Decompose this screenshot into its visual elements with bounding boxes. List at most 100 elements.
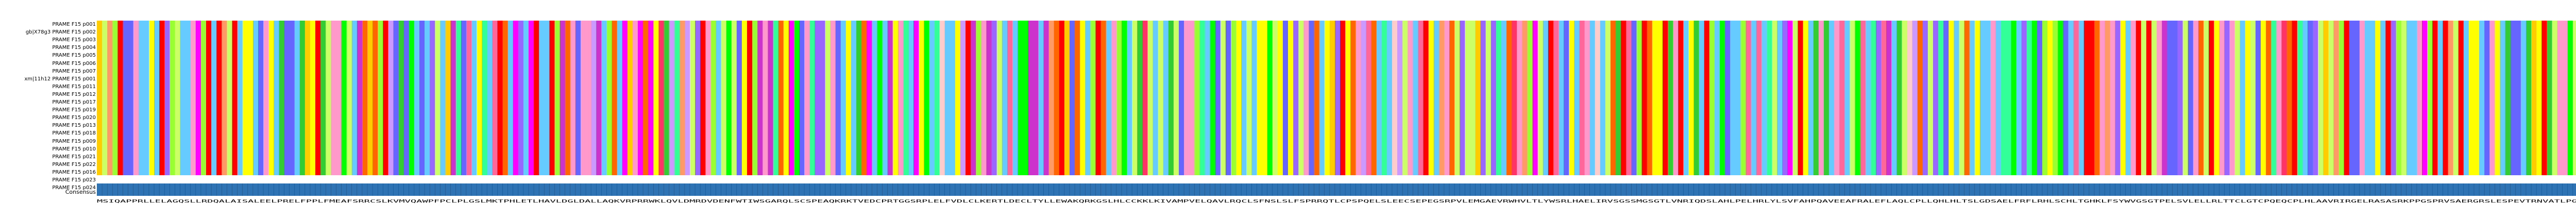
alignment-column — [440, 21, 446, 175]
alignment-column — [1350, 21, 1356, 175]
alignment-column — [700, 21, 706, 175]
sequence-name[interactable]: PRAME F15 p006 — [52, 60, 96, 66]
alignment-column — [425, 21, 430, 175]
alignment-column — [128, 21, 134, 175]
alignment-column — [544, 21, 550, 175]
alignment-column — [695, 21, 701, 175]
sequence-name[interactable]: PRAME F15 p001 — [52, 22, 96, 27]
alignment-column — [190, 21, 196, 175]
alignment-column — [1438, 21, 1445, 175]
sequence-name[interactable]: PRAME F15 p011 — [52, 83, 96, 90]
alignment-column — [143, 21, 149, 175]
alignment-column — [2209, 21, 2214, 175]
alignment-column — [1506, 21, 1512, 175]
alignment-column — [1023, 21, 1028, 175]
sequence-name[interactable]: PRAME F15 p021 — [52, 154, 96, 160]
alignment-column — [2198, 21, 2204, 175]
alignment-column — [2515, 21, 2521, 175]
alignment-column — [2510, 21, 2516, 175]
sequence-name[interactable]: PRAME F15 p005 — [52, 53, 96, 59]
sequence-name[interactable]: PRAME F15 p004 — [52, 45, 96, 51]
alignment-column — [1314, 21, 1320, 175]
alignment-column — [976, 21, 981, 175]
alignment-column — [2120, 21, 2126, 175]
alignment-column — [2031, 21, 2038, 175]
alignment-column — [471, 21, 477, 175]
sequence-name[interactable]: PRAME F15 p012 — [52, 91, 96, 97]
alignment-column — [2214, 21, 2219, 175]
alignment-column — [981, 21, 987, 175]
alignment-column — [2068, 21, 2074, 175]
alignment-column — [793, 21, 800, 175]
alignment-column — [1933, 21, 1939, 175]
sequence-name[interactable]: PRAME F15 p016 — [52, 169, 96, 175]
sequence-name[interactable]: PRAME F15 p010 — [52, 146, 96, 152]
alignment-column — [887, 21, 893, 175]
alignment-column — [268, 21, 274, 175]
sequence-name[interactable]: PRAME F15 p003 — [52, 37, 96, 43]
alignment-grid[interactable]: 1020304050607080901001101201301401501601… — [97, 21, 2576, 175]
alignment-column — [825, 21, 831, 175]
alignment-column — [892, 21, 899, 175]
alignment-column — [741, 21, 748, 175]
alignment-column — [2141, 21, 2147, 175]
alignment-column — [2250, 21, 2256, 175]
sequence-name[interactable]: PRAME F15 p013 — [52, 123, 96, 129]
alignment-column — [1605, 21, 1611, 175]
alignment-column — [2432, 21, 2438, 175]
alignment-column — [1823, 21, 1829, 175]
alignment-column — [1220, 21, 1226, 175]
alignment-column — [336, 21, 342, 175]
alignment-column — [731, 21, 737, 175]
sequence-name[interactable]: xm|11h12 PRAME F15 p001 — [24, 76, 96, 82]
alignment-column — [1829, 21, 1835, 175]
sequence-name[interactable]: PRAME F15 p023 — [52, 177, 96, 183]
sequence-name[interactable]: gb|X78g3 PRAME F15 p002 — [25, 29, 96, 36]
alignment-column — [1985, 21, 1991, 175]
alignment-column — [227, 21, 232, 175]
alignment-column — [2115, 21, 2121, 175]
alignment-column — [1361, 21, 1366, 175]
alignment-column — [2463, 21, 2469, 175]
alignment-column — [565, 21, 571, 175]
alignment-column — [117, 21, 123, 175]
alignment-column — [2536, 21, 2542, 175]
alignment-column — [1121, 21, 1127, 175]
alignment-column — [159, 21, 165, 175]
sequence-name[interactable]: PRAME F15 p024 — [52, 185, 96, 191]
alignment-column — [2479, 21, 2485, 175]
sequence-name[interactable]: PRAME F15 p019 — [52, 107, 96, 113]
alignment-column — [1075, 21, 1080, 175]
alignment-column — [180, 21, 186, 175]
alignment-column — [1652, 21, 1658, 175]
alignment-column — [580, 21, 586, 175]
sequence-name[interactable]: PRAME F15 p022 — [52, 161, 96, 167]
alignment-column — [1475, 21, 1481, 175]
sequence-name[interactable]: PRAME F15 p009 — [52, 138, 96, 144]
sequence-name[interactable]: PRAME F15 p007 — [52, 68, 96, 74]
alignment-column — [315, 21, 321, 175]
alignment-column — [1709, 21, 1715, 175]
alignment-column — [1298, 21, 1304, 175]
alignment-column — [1329, 21, 1335, 175]
alignment-column — [123, 21, 128, 175]
alignment-column — [919, 21, 924, 175]
alignment-column — [2167, 21, 2173, 175]
alignment-column — [2058, 21, 2063, 175]
sequence-name[interactable]: PRAME F15 p018 — [52, 130, 96, 137]
alignment-column — [507, 21, 514, 175]
alignment-column — [1564, 21, 1569, 175]
alignment-column — [1699, 21, 1705, 175]
alignment-column — [304, 21, 311, 175]
alignment-column — [612, 21, 618, 175]
alignment-column — [1616, 21, 1621, 175]
alignment-column — [1574, 21, 1580, 175]
sequence-name[interactable]: PRAME F15 p020 — [52, 115, 96, 121]
alignment-column — [383, 21, 388, 175]
alignment-column — [1288, 21, 1294, 175]
alignment-column — [466, 21, 472, 175]
sequence-name[interactable]: PRAME F15 p017 — [52, 99, 96, 105]
alignment-column — [482, 21, 487, 175]
alignment-column — [2557, 21, 2563, 175]
alignment-column — [346, 21, 352, 175]
